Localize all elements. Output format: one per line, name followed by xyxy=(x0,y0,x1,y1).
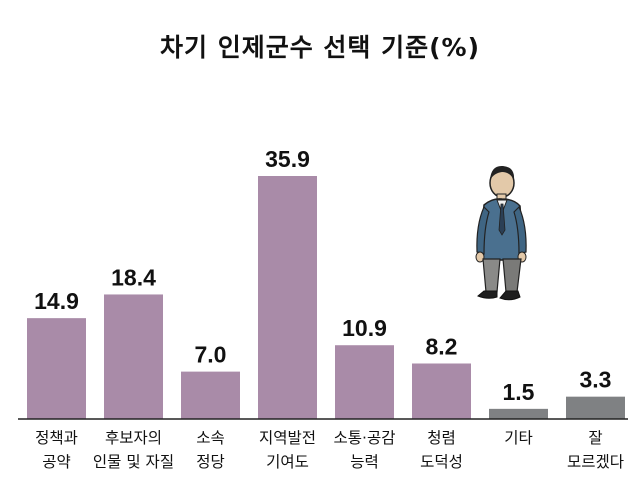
value-label-8: 3.3 xyxy=(580,367,612,393)
category-label-1-line-1: 정책과 xyxy=(35,429,78,447)
category-label-2-line-2: 인물 및 자질 xyxy=(93,453,174,471)
category-label-3-line-2: 정당 xyxy=(196,453,225,471)
bar-6 xyxy=(412,363,471,419)
category-label-4-line-2: 기여도 xyxy=(266,453,309,471)
value-label-5: 10.9 xyxy=(342,315,387,341)
man-illustration-icon xyxy=(475,165,527,301)
value-label-1: 14.9 xyxy=(34,288,79,314)
value-label-3: 7.0 xyxy=(195,342,227,368)
bar-3 xyxy=(181,371,240,419)
category-label-2-line-1: 후보자의 xyxy=(105,429,162,447)
category-label-8-line-1: 잘 xyxy=(588,429,602,447)
bar-1 xyxy=(27,318,86,419)
bar-2 xyxy=(104,294,163,419)
bar-8 xyxy=(566,396,625,419)
category-label-1-line-2: 공약 xyxy=(42,453,71,471)
value-label-4: 35.9 xyxy=(265,146,310,172)
category-label-4-line-1: 지역발전 xyxy=(259,429,316,447)
category-label-6-line-2: 도덕성 xyxy=(420,453,463,471)
category-label-3-line-1: 소속 xyxy=(196,429,225,447)
bar-5 xyxy=(335,345,394,419)
bar-4 xyxy=(258,176,317,419)
category-label-6-line-1: 청렴 xyxy=(427,429,456,447)
value-label-2: 18.4 xyxy=(111,264,156,290)
category-label-7-line-1: 기타 xyxy=(504,429,533,447)
category-label-8-line-2: 모르겠다 xyxy=(567,453,624,471)
value-label-6: 8.2 xyxy=(426,333,458,359)
chart-title: 차기 인제군수 선택 기준(%) xyxy=(159,33,480,62)
category-label-5-line-1: 소통·공감 xyxy=(334,429,396,447)
value-label-7: 1.5 xyxy=(503,379,535,405)
category-label-5-line-2: 능력 xyxy=(350,453,379,471)
bar-7 xyxy=(489,408,548,419)
